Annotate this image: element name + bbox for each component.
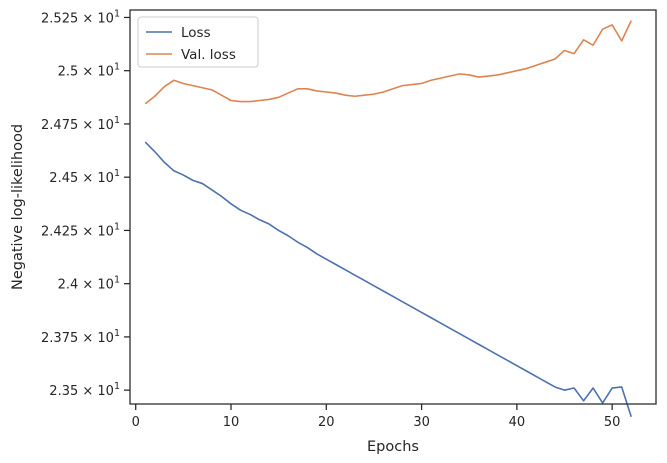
x-tick-label: 40 [509,415,526,430]
series-line-val-loss [144,20,632,105]
y-tick-label: 2.45 × 101 [49,168,120,186]
series-line-loss [144,141,632,418]
legend-label-loss: Loss [181,25,211,41]
x-tick-label: 20 [318,415,335,430]
y-axis-label: Negative log-likelihood [10,124,26,290]
x-tick-label: 30 [413,415,430,430]
plot-frame [129,9,657,405]
x-axis: 0 10 20 30 40 50 [132,404,621,430]
y-axis: 2.35 × 101 2.375 × 101 2.4 × 101 2.425 × 10… [41,8,130,399]
x-tick-label: 50 [604,415,621,430]
x-tick-label: 0 [132,415,140,430]
y-tick-label: 2.525 × 101 [41,8,120,26]
x-axis-label: Epochs [367,439,419,455]
y-tick-label: 2.5 × 101 [58,62,120,80]
legend-label-val-loss: Val. loss [181,47,236,63]
series-layer [144,20,632,418]
legend: Loss Val. loss [137,16,259,68]
y-tick-label: 2.35 × 101 [49,381,120,399]
y-tick-label: 2.475 × 101 [41,115,120,133]
y-tick-label: 2.425 × 101 [41,221,120,239]
x-tick-label: 10 [223,415,240,430]
y-tick-label: 2.375 × 101 [41,328,120,346]
y-tick-label: 2.4 × 101 [58,275,120,293]
plot-background [130,10,656,404]
